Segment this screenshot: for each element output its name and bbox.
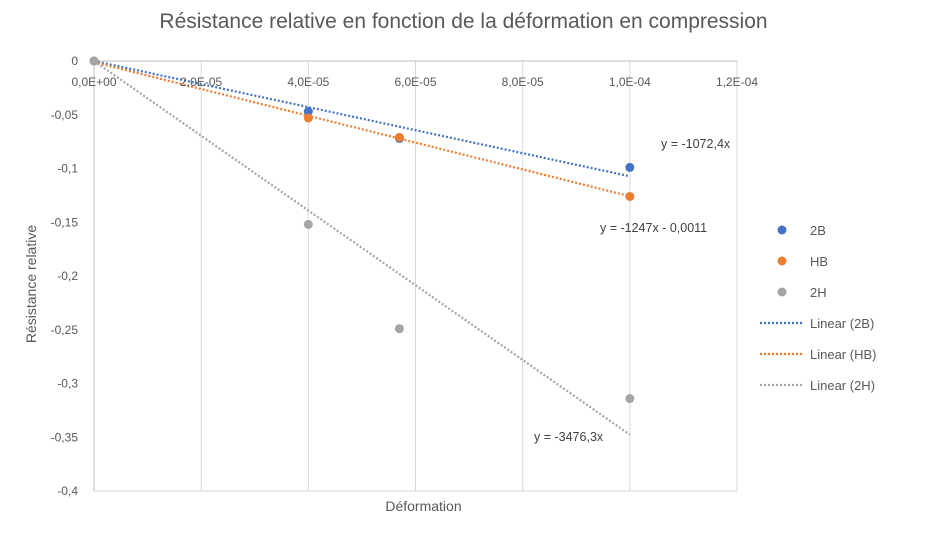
data-point-2h <box>90 57 99 66</box>
y-axis-title: Résistance relative <box>23 225 39 343</box>
data-point-2h <box>625 394 634 403</box>
legend-label-2b: 2B <box>810 223 826 238</box>
tick-labels: 0,0E+00 2,0E-05 4,0E-05 6,0E-05 8,0E-05 1,0E-… <box>51 54 759 498</box>
trendline-hb <box>94 62 630 196</box>
x-axis-title: Déformation <box>385 498 461 514</box>
y-tick-label: 0 <box>71 54 78 68</box>
data-points <box>90 57 635 404</box>
x-tick-label: 8,0E-05 <box>502 75 544 89</box>
y-tick-label: -0,1 <box>57 162 78 176</box>
data-point-hb <box>395 133 404 142</box>
data-point-2h <box>304 220 313 229</box>
legend: 2B HB 2H Linear (2B) Linear (HB) Linear (2H) <box>760 223 876 393</box>
x-tick-label: 1,0E-04 <box>609 75 651 89</box>
y-tick-label: -0,3 <box>57 377 78 391</box>
x-tick-label: 6,0E-05 <box>394 75 436 89</box>
gridlines <box>94 61 737 491</box>
legend-marker-2b <box>778 226 787 235</box>
legend-label-hb: HB <box>810 254 828 269</box>
x-tick-label: 2,0E-05 <box>180 75 222 89</box>
data-point-hb <box>625 192 634 201</box>
y-tick-label: -0,35 <box>51 430 79 444</box>
legend-label-trend-hb: Linear (HB) <box>810 347 876 362</box>
y-tick-label: -0,4 <box>57 484 78 498</box>
y-tick-label: -0,05 <box>51 108 79 122</box>
data-point-hb <box>304 113 313 122</box>
x-tick-label: 0,0E+00 <box>71 75 116 89</box>
x-tick-label: 4,0E-05 <box>287 75 329 89</box>
trendline-equation-2h: y = -3476,3x <box>534 430 604 444</box>
legend-label-trend-2b: Linear (2B) <box>810 316 874 331</box>
trendline-equation-hb: y = -1247x - 0,0011 <box>600 221 707 235</box>
legend-marker-hb <box>778 257 787 266</box>
legend-marker-2h <box>778 288 787 297</box>
x-tick-label: 1,2E-04 <box>716 75 758 89</box>
legend-label-2h: 2H <box>810 285 827 300</box>
trendline-2h <box>94 61 630 435</box>
trendline-2b <box>94 61 630 176</box>
trendlines <box>94 61 630 435</box>
y-tick-label: -0,25 <box>51 323 79 337</box>
y-tick-label: -0,15 <box>51 215 79 229</box>
data-point-2h <box>395 324 404 333</box>
y-tick-label: -0,2 <box>57 269 78 283</box>
legend-label-trend-2h: Linear (2H) <box>810 378 875 393</box>
data-point-2b <box>625 163 634 172</box>
trendline-equation-2b: y = -1072,4x <box>661 137 731 151</box>
